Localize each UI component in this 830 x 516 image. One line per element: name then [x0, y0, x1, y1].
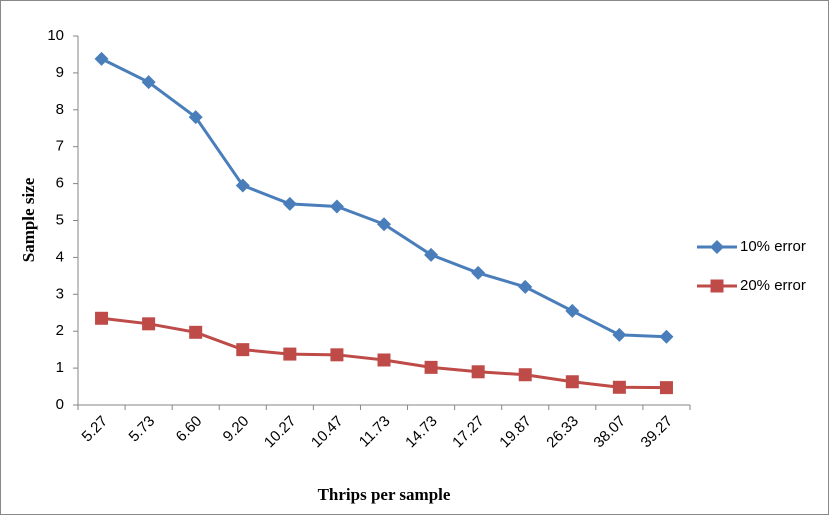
legend-marker: [710, 240, 724, 254]
data-point: [95, 311, 109, 325]
y-tick-label: 8: [56, 101, 64, 118]
y-tick-label: 5: [56, 211, 64, 228]
data-point: [659, 381, 673, 395]
data-point: [330, 348, 344, 362]
data-point: [282, 196, 297, 211]
data-point: [188, 110, 203, 125]
y-tick-label: 10: [47, 27, 64, 44]
y-tick-label: 0: [56, 396, 64, 413]
legend-marker: [710, 279, 724, 293]
data-point: [141, 75, 156, 90]
y-tick-label: 7: [56, 138, 64, 155]
data-point: [377, 353, 391, 367]
x-axis-label: Thrips per sample: [318, 485, 451, 504]
data-point: [235, 178, 250, 193]
y-tick-label: 6: [56, 175, 64, 192]
data-point: [377, 217, 391, 232]
data-point: [612, 327, 627, 342]
data-point: [329, 199, 344, 214]
data-point: [424, 247, 439, 262]
data-point: [471, 265, 486, 280]
data-point: [471, 365, 485, 379]
data-point: [565, 303, 580, 318]
y-tick-label: 3: [56, 285, 64, 302]
y-tick-label: 2: [56, 322, 64, 339]
data-point: [283, 347, 297, 361]
data-point: [142, 317, 156, 331]
data-point: [659, 329, 674, 344]
legend-label: 20% error: [740, 277, 806, 294]
data-point: [236, 343, 250, 357]
data-point: [424, 360, 438, 374]
y-axis-label: Sample size: [19, 177, 38, 262]
data-point: [189, 325, 203, 339]
data-point: [565, 375, 579, 389]
data-point: [94, 51, 109, 66]
legend-label: 10% error: [740, 238, 806, 255]
y-tick-label: 9: [56, 64, 64, 81]
data-point: [518, 279, 533, 294]
y-tick-label: 1: [56, 359, 64, 376]
y-tick-label: 4: [56, 248, 64, 265]
data-point: [612, 380, 626, 394]
data-point: [518, 368, 532, 382]
